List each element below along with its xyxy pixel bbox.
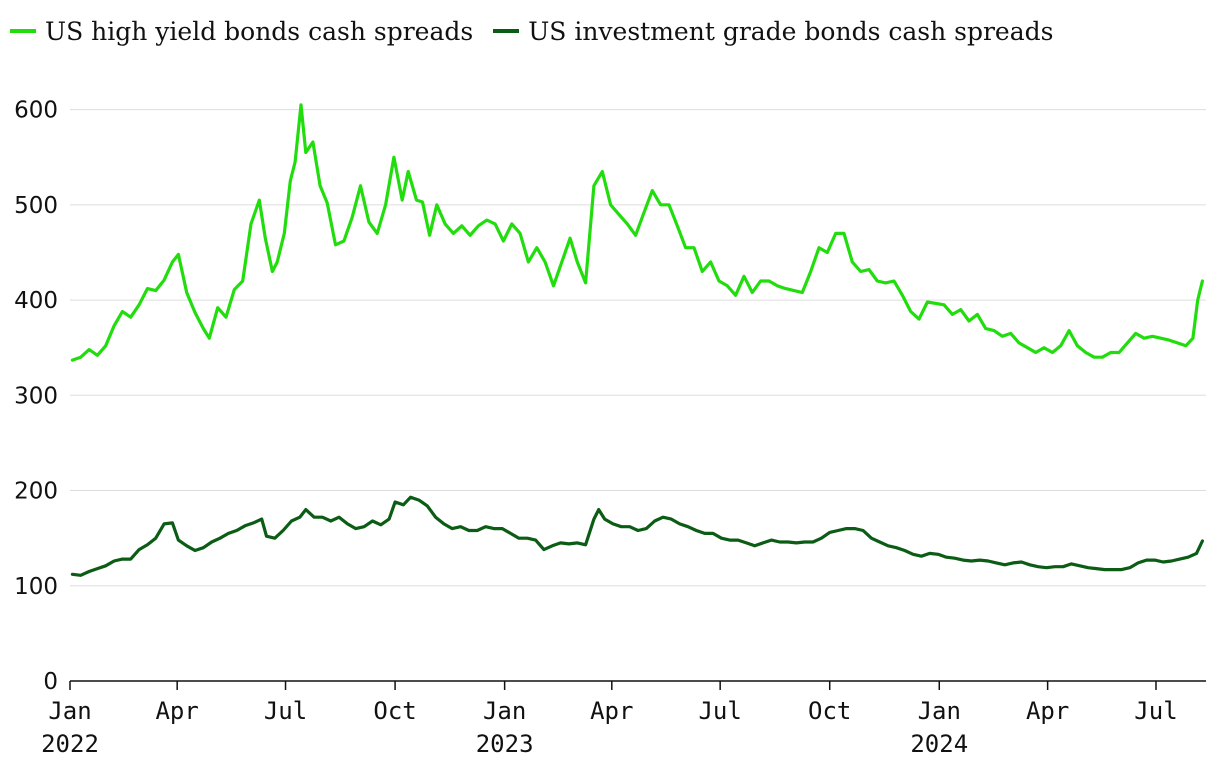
x-tick-year-label: 2024	[910, 730, 968, 758]
y-tick-label: 600	[14, 98, 58, 124]
legend-label-high-yield: US high yield bonds cash spreads	[45, 16, 474, 46]
x-tick-label: Jan	[48, 697, 91, 725]
x-tick-label: Jul	[1134, 697, 1177, 725]
legend-label-investment-grade: US investment grade bonds cash spreads	[528, 16, 1054, 46]
x-tick-year-label: 2022	[41, 730, 99, 758]
y-tick-label: 300	[14, 383, 58, 409]
legend-swatch-investment-grade	[493, 29, 520, 33]
legend-item-high-yield: US high yield bonds cash spreads	[10, 17, 473, 46]
y-tick-label: 100	[14, 574, 58, 600]
x-tick-year-label: 2023	[476, 730, 534, 758]
y-tick-label: 200	[14, 479, 58, 505]
y-tick-label: 0	[43, 669, 58, 695]
y-axis: 0 100 200 300 400 500 600	[14, 98, 58, 695]
gridlines	[70, 109, 1206, 587]
x-tick-label: Jan	[918, 697, 961, 725]
legend-item-investment-grade: US investment grade bonds cash spreads	[493, 17, 1053, 46]
x-tick-label: Jan	[483, 697, 526, 725]
legend-swatch-high-yield	[10, 29, 36, 33]
y-tick-label: 400	[14, 288, 58, 314]
x-tick-label: Apr	[155, 697, 198, 725]
investment-grade-spread-line	[70, 495, 1204, 577]
x-tick-label: Jul	[698, 697, 741, 725]
series-lines	[70, 103, 1204, 577]
x-tick-label: Apr	[590, 697, 633, 725]
x-tick-label: Oct	[808, 697, 851, 725]
x-tick-label: Oct	[373, 697, 416, 725]
x-tick-label: Apr	[1026, 697, 1069, 725]
high-yield-spread-line	[70, 103, 1204, 362]
x-axis: Jan 2022 Apr Jul Oct Jan 2023 Apr Jul Oct Jan 2024 A…	[41, 680, 1206, 758]
chart-legend: US high yield bonds cash spreads US inve…	[10, 14, 1073, 48]
y-tick-label: 500	[14, 193, 58, 219]
x-tick-label: Jul	[264, 697, 307, 725]
